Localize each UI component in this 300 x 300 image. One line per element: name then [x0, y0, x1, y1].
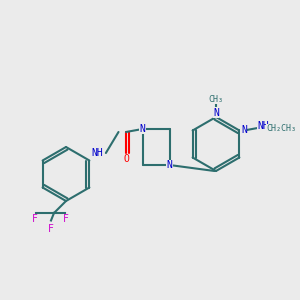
- Text: CH₂CH₃: CH₂CH₃: [266, 124, 296, 134]
- Text: F: F: [48, 224, 54, 235]
- Text: N: N: [241, 125, 247, 136]
- Text: O: O: [123, 154, 129, 164]
- Text: N: N: [140, 124, 146, 134]
- Text: CH₃: CH₃: [208, 94, 224, 103]
- Text: NH: NH: [91, 148, 103, 158]
- Text: N: N: [213, 107, 219, 118]
- Text: N: N: [167, 160, 172, 170]
- Text: F: F: [32, 214, 38, 224]
- Text: NH: NH: [257, 121, 269, 131]
- Text: F: F: [63, 214, 69, 224]
